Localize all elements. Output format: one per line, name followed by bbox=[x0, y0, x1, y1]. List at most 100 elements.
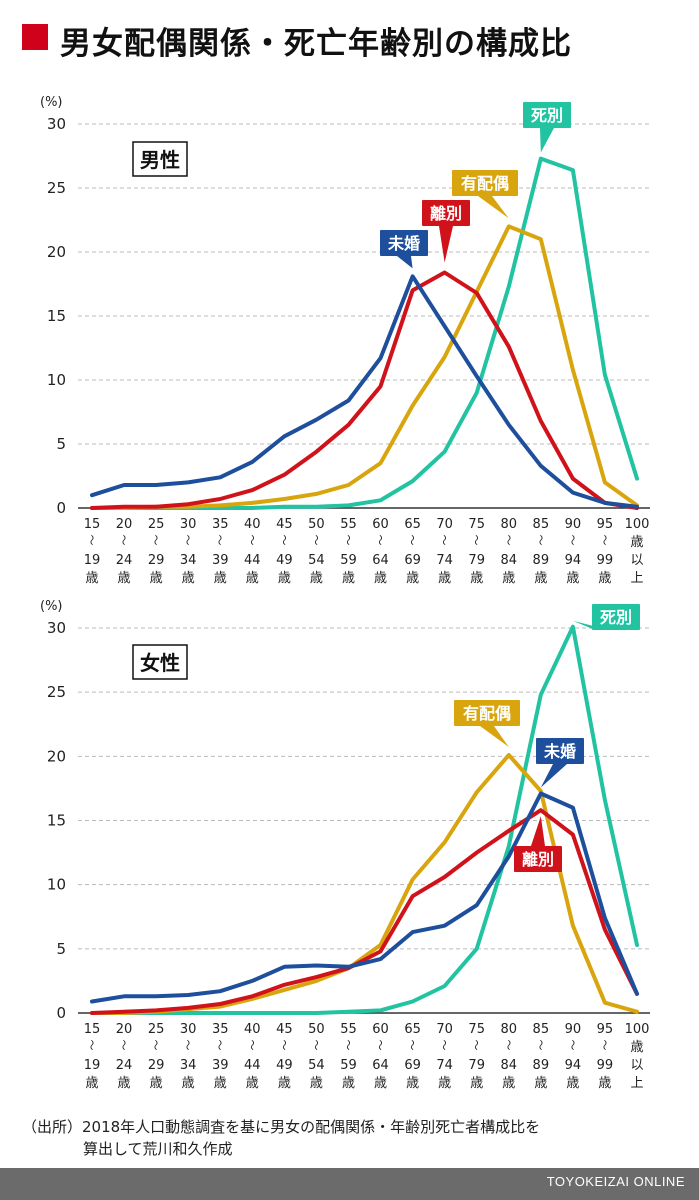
x-tick-start: 90 bbox=[565, 517, 582, 532]
x-tick-start: 60 bbox=[372, 517, 389, 532]
x-tick-end: 24 bbox=[116, 553, 133, 568]
series-line-離別 bbox=[90, 270, 639, 510]
x-tick-tilde: 〜 bbox=[374, 535, 387, 546]
x-tick-unit: 歳 bbox=[534, 1076, 547, 1091]
panel-title: 女性 bbox=[140, 651, 180, 675]
x-tick-tilde: 〜 bbox=[598, 535, 611, 546]
x-tick-unit: 歳 bbox=[630, 535, 643, 550]
x-tick-unit: 歳 bbox=[246, 571, 259, 586]
x-tick-tilde: 〜 bbox=[566, 535, 579, 546]
source-line-2: 算出して荒川和久作成 bbox=[83, 1140, 233, 1158]
x-tick-unit: 歳 bbox=[502, 1076, 515, 1091]
x-tick-unit: 歳 bbox=[278, 1076, 291, 1091]
x-tick-unit: 歳 bbox=[470, 571, 483, 586]
x-tick-end: 59 bbox=[340, 553, 357, 568]
footer-bar: TOYOKEIZAI ONLINE bbox=[0, 1168, 699, 1200]
x-tick-tilde: 〜 bbox=[149, 535, 162, 546]
x-tick-tilde: 〜 bbox=[117, 1040, 130, 1051]
x-tick-tilde: 〜 bbox=[149, 1040, 162, 1051]
publisher-credit: TOYOKEIZAI ONLINE bbox=[546, 1174, 685, 1189]
y-tick-label: 15 bbox=[47, 307, 66, 325]
callout-box bbox=[536, 738, 584, 764]
x-tick-start: 40 bbox=[244, 517, 261, 532]
x-tick-start: 95 bbox=[597, 1022, 614, 1037]
callout-pointer bbox=[480, 726, 509, 748]
page-title: 男女配偶関係・死亡年齢別の構成比 bbox=[60, 26, 572, 62]
x-tick-start: 70 bbox=[436, 517, 453, 532]
x-tick-start: 90 bbox=[565, 1022, 582, 1037]
x-tick-end: 39 bbox=[212, 553, 229, 568]
callout-box bbox=[454, 700, 520, 726]
x-tick-end: 99 bbox=[597, 1058, 614, 1073]
x-tick-end: 89 bbox=[533, 553, 550, 568]
x-tick-unit: 歳 bbox=[118, 1076, 131, 1091]
x-tick-tilde: 〜 bbox=[566, 1040, 579, 1051]
x-tick-tilde: 〜 bbox=[213, 1040, 226, 1051]
x-tick-start: 25 bbox=[148, 517, 165, 532]
source-line-1: （出所）2018年人口動態調査を基に男女の配偶関係・年齢別死亡者構成比を bbox=[22, 1118, 541, 1136]
title-marker bbox=[22, 24, 48, 50]
x-tick-unit: 歳 bbox=[566, 571, 579, 586]
x-tick-end: 29 bbox=[148, 1058, 165, 1073]
x-tick-tilde: 〜 bbox=[502, 1040, 515, 1051]
x-tick-tilde: 〜 bbox=[277, 1040, 290, 1051]
callout-pointer bbox=[531, 816, 545, 846]
x-tick-start: 25 bbox=[148, 1022, 165, 1037]
x-tick-end: 79 bbox=[468, 1058, 485, 1073]
charts-canvas: (%) 0 5 10 15 20 25 30 15 〜 19 歳 20 〜 24 歳 25 〜 29 歳 30 〜 34 歳 3… bbox=[40, 95, 650, 1091]
x-tick-end: 74 bbox=[436, 1058, 453, 1073]
x-tick-tilde: 〜 bbox=[181, 535, 194, 546]
x-tick-tilde: 〜 bbox=[309, 1040, 322, 1051]
callout-box bbox=[422, 200, 470, 226]
x-tick-start: 20 bbox=[116, 517, 133, 532]
x-tick-end: 69 bbox=[404, 1058, 421, 1073]
callout-pointer bbox=[397, 256, 413, 269]
x-tick-end: 上 bbox=[630, 571, 643, 586]
series-line-有配偶 bbox=[90, 753, 639, 1015]
x-tick-start: 35 bbox=[212, 517, 229, 532]
x-tick-tilde: 〜 bbox=[438, 1040, 451, 1051]
x-tick-tilde: 〜 bbox=[598, 1040, 611, 1051]
x-tick-end: 94 bbox=[565, 553, 582, 568]
x-tick-end: 24 bbox=[116, 1058, 133, 1073]
x-tick-end: 94 bbox=[565, 1058, 582, 1073]
y-tick-label: 20 bbox=[47, 747, 66, 765]
x-tick-unit: 歳 bbox=[534, 571, 547, 586]
y-tick-label: 0 bbox=[56, 499, 66, 517]
chart-panel-1: (%) 0 5 10 15 20 25 30 15 〜 19 歳 20 〜 24 歳 25 〜 29 歳 30 〜 34 歳 3… bbox=[40, 95, 650, 586]
x-tick-unit: 歳 bbox=[150, 1076, 163, 1091]
callout-pointer bbox=[540, 764, 567, 788]
callout-box bbox=[592, 604, 640, 630]
y-tick-label: 25 bbox=[47, 179, 66, 197]
callout-label-死別: 死別 bbox=[531, 106, 563, 125]
x-tick-tilde: 〜 bbox=[85, 1040, 98, 1051]
x-tick-unit: 歳 bbox=[406, 571, 419, 586]
x-tick-start: 35 bbox=[212, 1022, 229, 1037]
x-tick-end: 84 bbox=[500, 553, 517, 568]
x-tick-tilde: 〜 bbox=[470, 1040, 483, 1051]
x-tick-tilde: 〜 bbox=[406, 1040, 419, 1051]
callout-pointer bbox=[439, 226, 453, 263]
x-tick-unit: 歳 bbox=[374, 1076, 387, 1091]
x-tick-tilde: 〜 bbox=[309, 535, 322, 546]
callout-label-有配偶: 有配偶 bbox=[463, 704, 511, 723]
x-tick-end: 34 bbox=[180, 1058, 197, 1073]
x-tick-tilde: 〜 bbox=[213, 535, 226, 546]
callout-box bbox=[514, 846, 562, 872]
series-line-死別 bbox=[90, 156, 639, 510]
x-tick-unit: 歳 bbox=[374, 571, 387, 586]
x-tick-tilde: 〜 bbox=[406, 535, 419, 546]
x-tick-end: 以 bbox=[630, 1058, 643, 1073]
x-tick-start: 95 bbox=[597, 517, 614, 532]
x-tick-tilde: 〜 bbox=[534, 535, 547, 546]
x-tick-end: 上 bbox=[630, 1076, 643, 1091]
x-tick-tilde: 〜 bbox=[341, 1040, 354, 1051]
x-tick-end: 49 bbox=[276, 553, 293, 568]
y-tick-label: 0 bbox=[56, 1004, 66, 1022]
x-tick-end: 69 bbox=[404, 553, 421, 568]
x-tick-unit: 歳 bbox=[598, 1076, 611, 1091]
x-tick-unit: 歳 bbox=[342, 1076, 355, 1091]
x-tick-unit: 歳 bbox=[310, 571, 323, 586]
x-tick-end: 54 bbox=[308, 1058, 325, 1073]
callout-label-離別: 離別 bbox=[430, 204, 462, 223]
